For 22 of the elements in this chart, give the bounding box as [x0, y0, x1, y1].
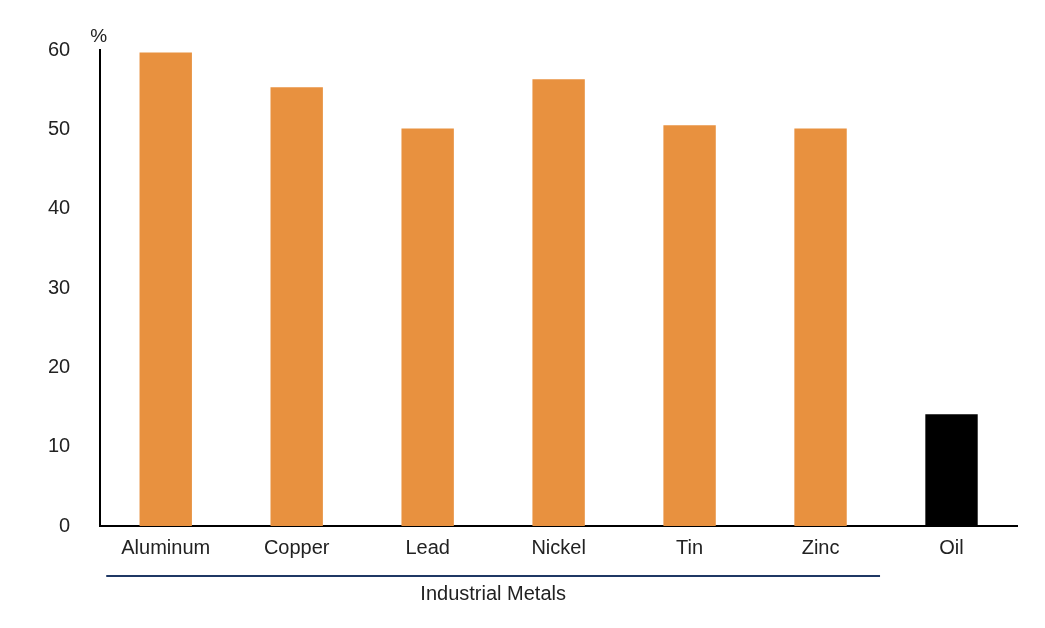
x-tick-label: Tin	[676, 535, 704, 558]
bar	[532, 79, 585, 526]
bar	[794, 128, 847, 526]
y-tick-label: 40	[48, 196, 71, 219]
x-tick-label: Aluminum	[121, 535, 211, 558]
y-axis-title: %	[90, 24, 108, 46]
y-tick-label: 30	[48, 275, 71, 298]
y-tick-label: 10	[48, 434, 71, 457]
bar	[663, 125, 716, 526]
bar	[139, 52, 192, 526]
x-tick-label: Zinc	[801, 535, 840, 558]
bar	[401, 128, 454, 526]
x-tick-label: Oil	[939, 535, 964, 558]
y-tick-label: 0	[59, 513, 71, 536]
x-tick-label: Nickel	[531, 535, 586, 558]
x-tick-label: Copper	[263, 535, 330, 558]
x-axis-title: Industrial Metals	[420, 581, 566, 604]
bar	[270, 87, 323, 526]
x-tick-label: Lead	[405, 535, 450, 558]
y-tick-label: 60	[48, 37, 71, 60]
y-tick-label: 20	[48, 354, 71, 377]
y-tick-label: 50	[48, 116, 71, 139]
